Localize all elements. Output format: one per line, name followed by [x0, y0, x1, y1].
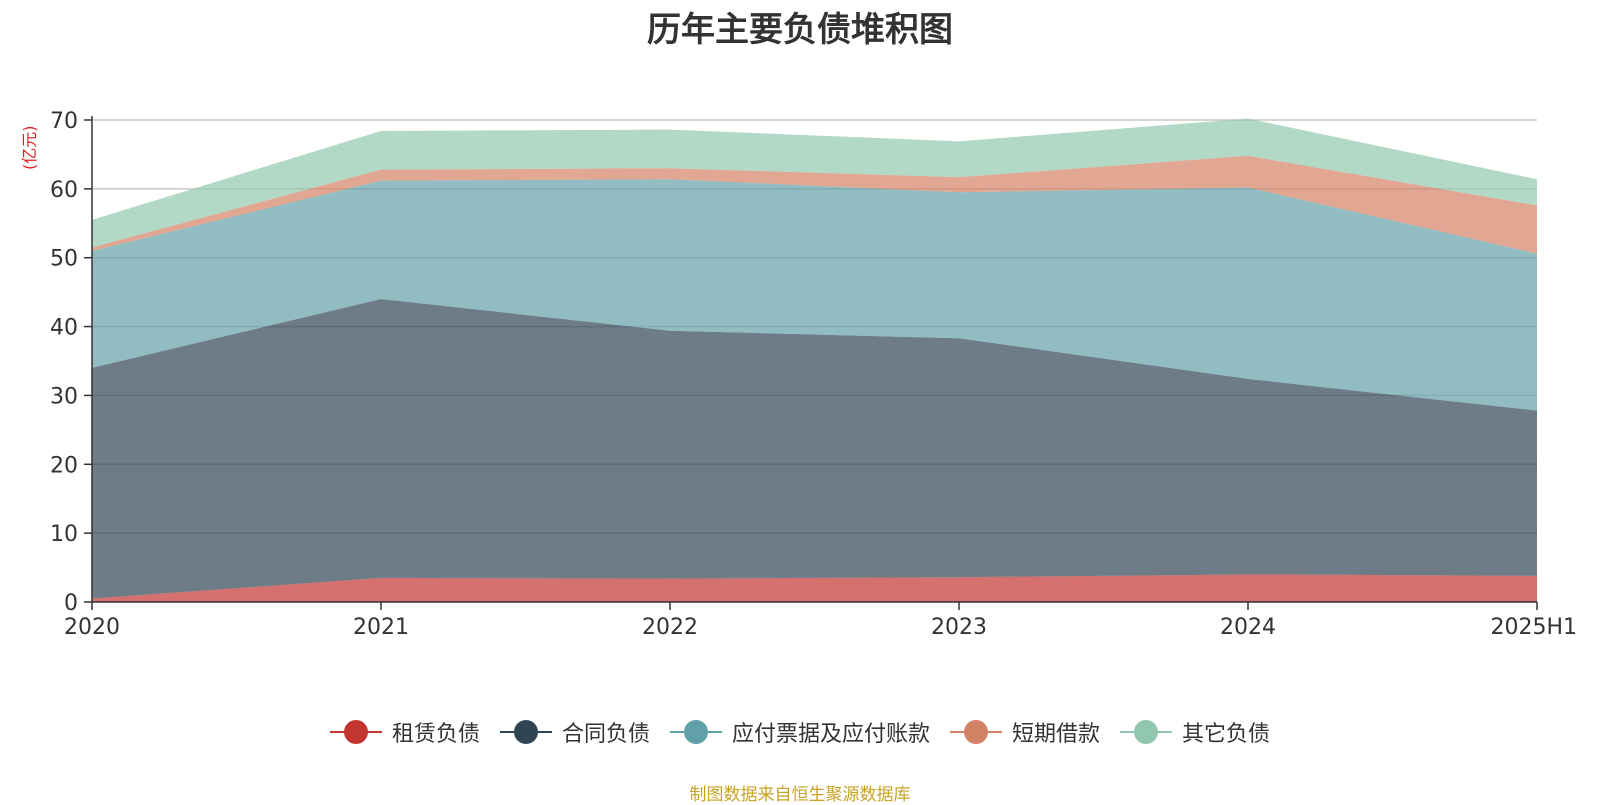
legend-label: 短期借款	[1012, 722, 1101, 747]
legend-label: 其它负债	[1182, 722, 1271, 747]
chart-legend: 租赁负债 合同负债 应付票据及应付账款 短期借款 其它负债	[0, 716, 1600, 748]
y-tick-label: 40	[50, 316, 78, 341]
y-tick-label: 10	[50, 522, 78, 547]
x-tick-label: 2021	[353, 615, 409, 640]
legend-marker-icon	[1120, 720, 1173, 744]
axes: 0 10 20 30 40 50 60 70 2020 2021 2022 2023 2024 2025H…	[50, 109, 1577, 640]
area-series-2	[92, 299, 1537, 599]
area-series-3	[92, 179, 1537, 411]
legend-marker-icon	[950, 720, 1002, 744]
legend-marker-icon	[499, 720, 552, 744]
area-series-4	[92, 155, 1537, 254]
y-axis-unit-label: (亿元)	[14, 120, 50, 180]
legend-label: 应付票据及应付账款	[731, 722, 930, 747]
y-tick-label: 70	[50, 109, 78, 134]
y-tick-label: 60	[50, 178, 78, 203]
x-tick-label: 2022	[642, 615, 698, 640]
legend-label: 租赁负债	[391, 722, 480, 747]
legend-item-1[interactable]: 租赁负债	[329, 716, 480, 748]
legend-item-2[interactable]: 合同负债	[499, 716, 650, 748]
legend-item-5[interactable]: 其它负债	[1120, 716, 1270, 748]
area-series-5	[92, 118, 1537, 248]
legend-item-4[interactable]: 短期借款	[950, 716, 1100, 748]
y-axis-unit-text: (亿元)	[20, 125, 39, 171]
area-series-1	[92, 574, 1537, 602]
legend-item-3[interactable]: 应付票据及应付账款	[669, 716, 930, 748]
y-tick-label: 50	[50, 247, 78, 272]
x-tick-label: 2023	[931, 615, 987, 640]
area-series-layer	[92, 118, 1537, 602]
x-tick-label: 2024	[1220, 615, 1276, 640]
y-tick-label: 0	[64, 591, 78, 616]
x-tick-label: 2025H1	[1490, 615, 1577, 640]
x-tick-label: 2020	[64, 615, 120, 640]
y-tick-label: 20	[50, 453, 78, 478]
chart-title: 历年主要负债堆积图	[647, 10, 953, 50]
legend-marker-icon	[329, 720, 382, 744]
source-note: 制图数据来自恒生聚源数据库	[689, 785, 911, 805]
legend-marker-icon	[669, 720, 722, 744]
legend-label: 合同负债	[561, 722, 650, 747]
y-tick-label: 30	[50, 384, 78, 409]
